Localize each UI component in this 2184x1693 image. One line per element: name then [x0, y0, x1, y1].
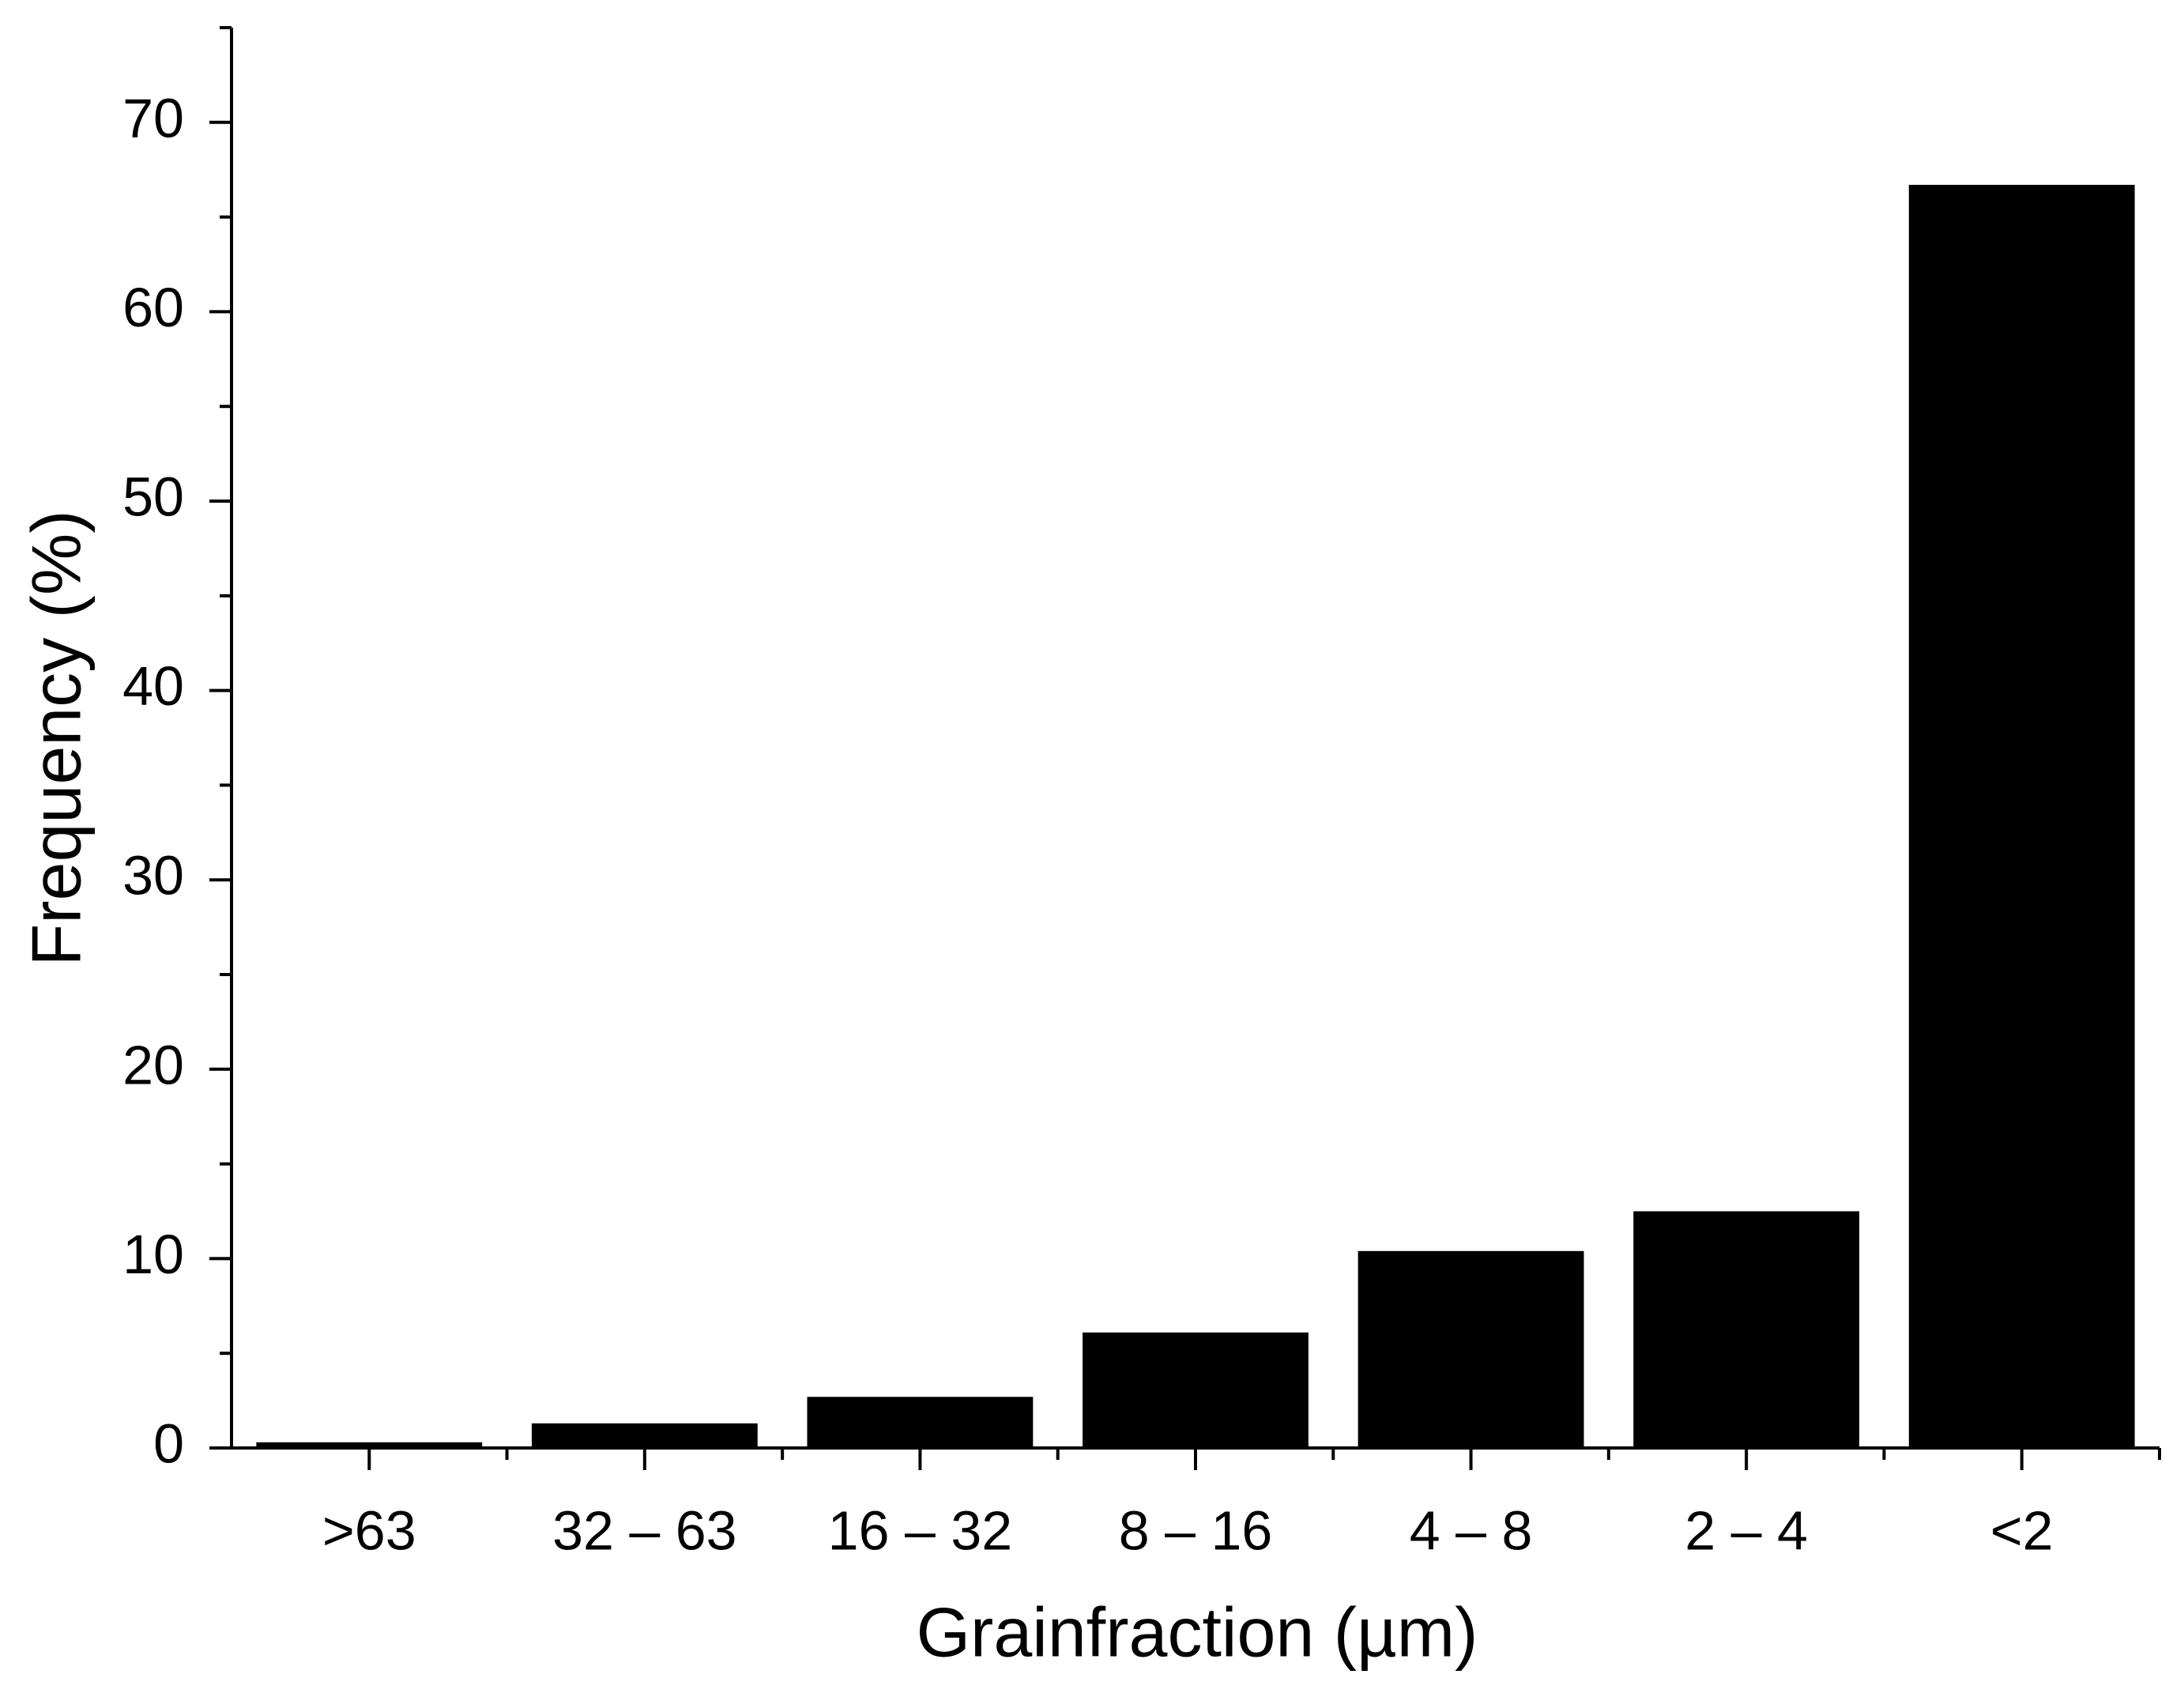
y-tick-label: 60: [122, 277, 184, 338]
y-axis-title: Frequency (%): [17, 510, 95, 966]
x-tick-label: <2: [1990, 1499, 2054, 1561]
y-tick-label: 0: [153, 1412, 184, 1474]
bar: [1083, 1332, 1309, 1448]
bar: [1908, 184, 2135, 1448]
y-tick-label: 70: [122, 87, 184, 149]
x-tick-label: 8 – 16: [1119, 1499, 1273, 1561]
x-tick-label: 32 – 63: [552, 1499, 737, 1561]
y-tick-label: 50: [122, 466, 184, 527]
x-tick-label: 4 – 8: [1410, 1499, 1533, 1561]
x-tick-label: >63: [322, 1499, 416, 1561]
y-tick-label: 30: [122, 845, 184, 907]
bar: [256, 1442, 483, 1448]
y-tick-label: 40: [122, 655, 184, 717]
x-tick-label: 2 – 4: [1685, 1499, 1808, 1561]
bar: [1633, 1211, 1860, 1448]
y-tick-label: 10: [122, 1224, 184, 1285]
x-axis-title: Grainfraction (µm): [917, 1593, 1478, 1671]
bar: [807, 1397, 1034, 1448]
y-tick-label: 20: [122, 1034, 184, 1095]
bar: [531, 1423, 758, 1448]
bar: [1357, 1250, 1584, 1448]
x-tick-label: 16 – 32: [828, 1499, 1013, 1561]
